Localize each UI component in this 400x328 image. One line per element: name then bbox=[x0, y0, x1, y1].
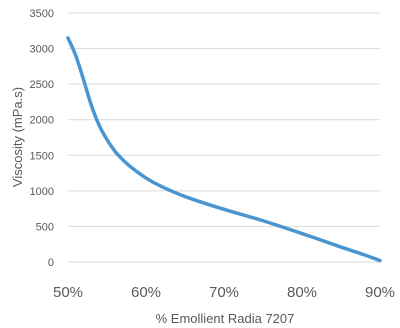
y-tick-label: 3000 bbox=[30, 44, 54, 56]
y-tick-label: 0 bbox=[48, 257, 54, 269]
y-tick-label: 1500 bbox=[30, 150, 54, 162]
viscosity-series-line bbox=[66, 36, 382, 263]
y-tick-label: 3500 bbox=[30, 8, 54, 20]
y-tick-label: 2500 bbox=[30, 79, 54, 91]
y-tick-label: 500 bbox=[36, 221, 54, 233]
x-tick-label: 60% bbox=[131, 284, 161, 301]
series-layer bbox=[66, 36, 382, 263]
y-axis-ticks: 0 500 1000 1500 2000 2500 3000 3500 bbox=[30, 8, 54, 269]
x-tick-label: 50% bbox=[53, 284, 83, 301]
x-axis-title: % Emollient Radia 7207 bbox=[156, 311, 295, 326]
y-tick-label: 2000 bbox=[30, 115, 54, 127]
x-tick-label: 70% bbox=[209, 284, 239, 301]
x-tick-label: 80% bbox=[287, 284, 317, 301]
y-axis-title: Viscosity (mPa.s) bbox=[10, 87, 25, 187]
x-tick-label: 90% bbox=[365, 284, 395, 301]
y-tick-label: 1000 bbox=[30, 186, 54, 198]
x-axis-ticks: 50% 60% 70% 80% 90% bbox=[53, 284, 395, 301]
gridlines bbox=[68, 12, 380, 263]
